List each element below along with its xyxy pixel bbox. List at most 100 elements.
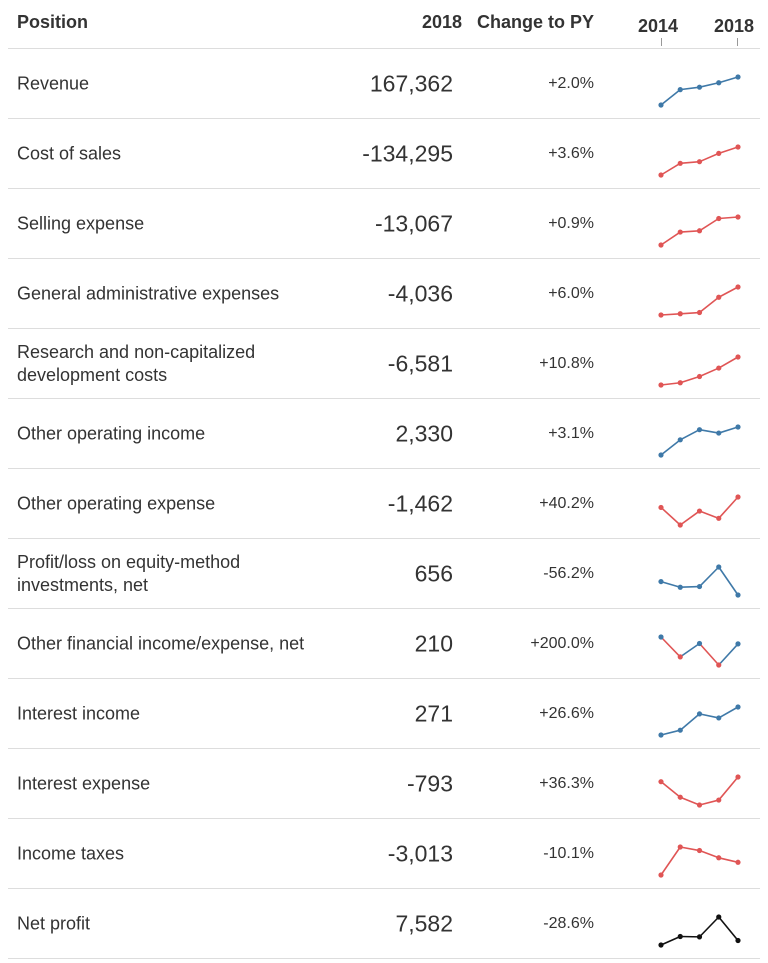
row-sparkline: [658, 214, 741, 248]
sparkline-point: [677, 584, 683, 590]
row-label: Interest income: [17, 703, 141, 723]
sparkline-segment: [718, 916, 739, 942]
sparkline-point: [677, 437, 683, 443]
sparkline-point: [677, 844, 683, 850]
sparkline-segment: [718, 76, 739, 84]
sparkline-segment: [660, 89, 681, 106]
sparkline-segment: [718, 216, 739, 220]
sparkline-segment: [660, 312, 681, 316]
row-sparkline: [658, 424, 741, 458]
sparkline-point: [735, 424, 741, 430]
sparkline-segment: [680, 86, 700, 91]
sparkline-point: [696, 847, 703, 854]
sparkline-point: [677, 933, 683, 940]
sparkline-point: [658, 452, 664, 458]
row-value: 656: [414, 560, 453, 586]
row-sparkline: [658, 284, 741, 318]
sparkline-segment: [718, 776, 739, 801]
row-label: Selling expense: [17, 213, 145, 233]
sparkline-segment: [698, 916, 720, 938]
sparkline-segment: [660, 506, 681, 526]
sparkline-segment: [698, 566, 720, 588]
header-position: Position: [17, 12, 88, 32]
row-sparkline: [658, 354, 741, 388]
row-change: -56.2%: [543, 564, 594, 582]
row-change: +26.6%: [539, 704, 594, 722]
row-sparkline: [658, 144, 741, 178]
sparkline-segment: [699, 217, 720, 232]
sparkline-segment: [679, 642, 700, 658]
row-sparkline: [658, 494, 741, 528]
table-row: Other financial income/expense, net 210 +2…: [8, 609, 760, 679]
sparkline-point: [735, 354, 741, 360]
header-change: Change to PY: [476, 12, 594, 32]
sparkline-segment: [660, 781, 681, 798]
row-change: -10.1%: [543, 844, 594, 862]
sparkline-segment: [718, 286, 739, 298]
row-label: Income taxes: [17, 843, 125, 863]
sparkline-point: [716, 662, 722, 668]
sparkline-point: [658, 779, 664, 785]
sparkline-point: [677, 87, 683, 93]
sparkline-point: [677, 727, 683, 733]
sparkline-segment: [718, 706, 739, 719]
sparkline-point: [735, 704, 741, 710]
sparkline-start-tick: [661, 38, 662, 46]
sparkline-segment: [660, 729, 681, 736]
row-sparkline: [658, 914, 741, 948]
header-sparkline-end-year: 2018: [713, 16, 754, 36]
row-value: 2,330: [395, 420, 453, 446]
sparkline-point: [677, 654, 683, 660]
sparkline-point: [677, 380, 683, 386]
row-label: Net profit: [17, 913, 91, 933]
row-label: General administrative expenses: [17, 283, 280, 303]
sparkline-point: [696, 159, 703, 165]
sparkline-point: [658, 242, 664, 248]
sparkline-point: [716, 715, 722, 721]
row-value: -4,036: [387, 280, 453, 306]
sparkline-segment: [680, 160, 700, 165]
table-row: Interest income 271 +26.6%: [8, 679, 760, 749]
row-label: Profit/loss on equity-method investments…: [17, 551, 241, 595]
financial-table: Position 2018 Change to PY 2014 2018 Rev…: [8, 0, 760, 959]
sparkline-segment: [718, 643, 739, 666]
sparkline-segment: [718, 496, 739, 519]
sparkline-point: [735, 494, 741, 500]
row-change: +3.6%: [548, 144, 594, 162]
sparkline-segment: [698, 642, 720, 666]
row-value: -793: [406, 770, 453, 796]
sparkline-point: [735, 859, 741, 865]
sparkline-segment: [660, 162, 681, 176]
sparkline-point: [716, 515, 722, 521]
row-sparkline: [658, 704, 741, 738]
row-value: -134,295: [362, 140, 453, 166]
row-label: Interest expense: [17, 773, 151, 793]
row-value: 271: [414, 700, 453, 726]
sparkline-point: [696, 640, 703, 647]
row-value: 210: [414, 630, 453, 656]
sparkline-segment: [718, 356, 739, 369]
table-row: Selling expense -13,067 +0.9%: [8, 189, 760, 259]
table-row: General administrative expenses -4,036 +6.…: [8, 259, 760, 329]
table-row: Income taxes -3,013 -10.1%: [8, 819, 760, 889]
row-label: Other operating expense: [17, 493, 216, 513]
sparkline-segment: [680, 311, 700, 315]
sparkline-point: [696, 802, 703, 808]
sparkline-point: [735, 284, 741, 290]
row-value: -1,462: [387, 490, 453, 516]
sparkline-segment: [699, 367, 720, 378]
row-change: +2.0%: [548, 74, 594, 92]
sparkline-point: [716, 294, 722, 300]
sparkline-point: [677, 229, 683, 235]
row-change: +3.1%: [548, 424, 594, 442]
sparkline-segment: [660, 439, 681, 456]
row-sparkline: [658, 74, 741, 108]
sparkline-point: [716, 797, 722, 803]
row-sparkline: [658, 634, 741, 668]
sparkline-point: [716, 150, 722, 156]
sparkline-segment: [699, 713, 719, 719]
row-label: Revenue: [17, 73, 90, 93]
sparkline-segment: [679, 428, 700, 441]
sparkline-point: [735, 774, 741, 780]
sparkline-point: [716, 564, 722, 570]
